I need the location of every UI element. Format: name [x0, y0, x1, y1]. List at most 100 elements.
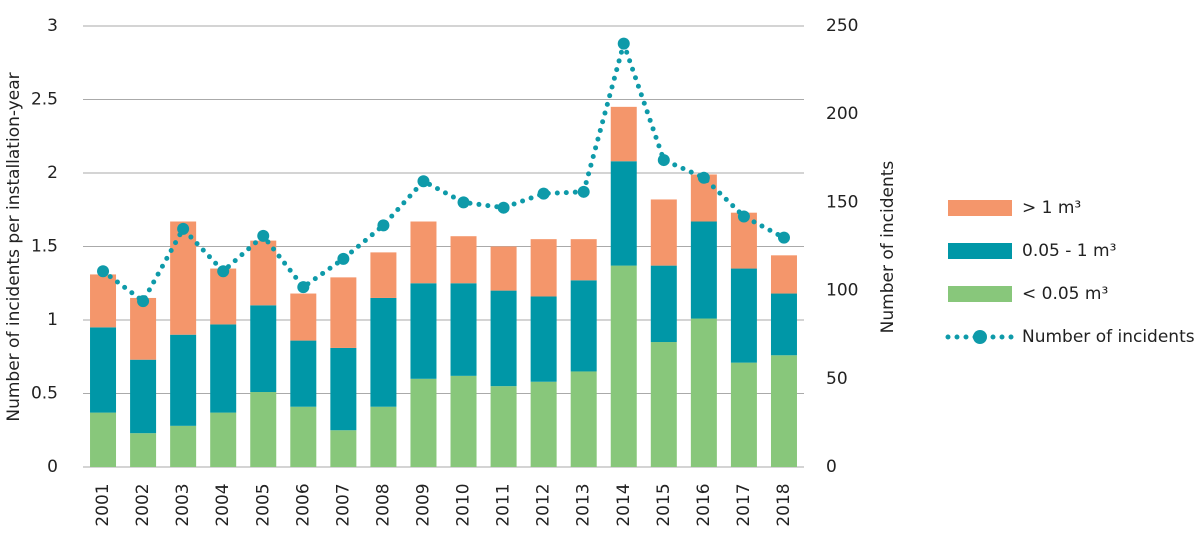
bar-segment — [210, 268, 237, 325]
bar-segment — [570, 239, 597, 281]
legend-label: > 1 m³ — [1022, 198, 1081, 218]
x-tick-label: 2012 — [534, 483, 554, 526]
line-marker — [217, 265, 230, 278]
legend-swatch — [948, 286, 1012, 302]
bar-segment — [90, 412, 117, 467]
bar-segment — [410, 283, 437, 379]
bar-segment — [290, 406, 317, 467]
x-tick-label: 2007 — [333, 483, 353, 526]
x-tick-label: 2005 — [253, 483, 273, 526]
bar-segment — [410, 378, 437, 467]
bar-segment — [250, 240, 277, 306]
line-marker — [577, 185, 590, 198]
bar-segment — [90, 274, 117, 328]
bar-segment — [370, 297, 397, 407]
line-marker — [497, 201, 510, 214]
y-tick-label: 0 — [47, 457, 58, 477]
bar-segment — [450, 236, 477, 284]
y2-tick-label: 100 — [826, 281, 858, 301]
x-tick-label: 2018 — [774, 483, 794, 526]
bar-segment — [370, 252, 397, 298]
y2-tick-label: 50 — [826, 369, 848, 389]
y-tick-label: 3 — [47, 16, 58, 36]
line-marker — [417, 175, 430, 188]
bar-segment — [250, 392, 277, 467]
line-marker — [537, 187, 550, 200]
bar-segment — [490, 386, 517, 467]
bar-segment — [730, 362, 757, 467]
bar-segment — [770, 293, 797, 356]
bar-segment — [610, 106, 637, 162]
line-marker — [297, 281, 310, 294]
line-marker — [177, 222, 190, 235]
y-axis-title: Number of incidents per installation-yea… — [4, 72, 24, 421]
bar-segment — [610, 265, 637, 467]
y2-tick-label: 250 — [826, 16, 858, 36]
line-marker — [777, 231, 790, 244]
x-tick-label: 2011 — [494, 483, 514, 526]
bar-segment — [450, 375, 477, 467]
bar-segment — [90, 327, 117, 413]
line-marker — [737, 210, 750, 223]
y-tick-label: 1.5 — [31, 237, 58, 257]
bar-segment — [490, 290, 517, 387]
x-tick-label: 2015 — [654, 483, 674, 526]
y-tick-label: 2.5 — [31, 90, 58, 110]
bar-segment — [530, 296, 557, 382]
y-tick-label: 0.5 — [31, 384, 58, 404]
bar-segment — [290, 340, 317, 407]
line-marker — [137, 295, 150, 308]
line-marker — [337, 252, 350, 265]
bar-segment — [330, 430, 357, 467]
y2-tick-label: 0 — [826, 457, 837, 477]
bar-segment — [530, 239, 557, 297]
bar-segment — [730, 268, 757, 363]
x-tick-label: 2010 — [454, 483, 474, 526]
bar-segment — [530, 381, 557, 467]
bar-segment — [370, 406, 397, 467]
x-tick-label: 2004 — [213, 483, 233, 526]
y-tick-label: 1 — [47, 310, 58, 330]
bar-segment — [130, 297, 157, 360]
x-tick-label: 2009 — [413, 483, 433, 526]
bar-segment — [290, 293, 317, 341]
y2-tick-label: 200 — [826, 104, 858, 124]
x-tick-label: 2003 — [173, 483, 193, 526]
x-tick-label: 2006 — [293, 483, 313, 526]
bar-segment — [210, 412, 237, 467]
y2-axis-title: Number of incidents — [878, 161, 898, 334]
y2-tick-label: 150 — [826, 192, 858, 212]
x-tick-label: 2008 — [373, 483, 393, 526]
line-marker — [457, 196, 470, 209]
bar-segment — [130, 359, 157, 434]
bar-segment — [650, 199, 677, 266]
legend-label: 0.05 - 1 m³ — [1022, 241, 1116, 261]
bar-segment — [130, 433, 157, 467]
bar-segment — [770, 255, 797, 294]
line — [100, 35, 787, 305]
bar-segment — [650, 265, 677, 343]
bar-segment — [410, 221, 437, 284]
legend-label: Number of incidents — [1022, 327, 1195, 347]
bar-segment — [490, 246, 517, 291]
line-marker — [697, 171, 710, 184]
bar-segment — [170, 425, 197, 467]
line-marker — [257, 229, 270, 242]
bar-segment — [450, 283, 477, 376]
y-tick-label: 2 — [47, 163, 58, 183]
x-tick-label: 2016 — [694, 483, 714, 526]
x-tick-label: 2014 — [614, 483, 634, 526]
line-marker — [657, 154, 670, 167]
x-tick-label: 2013 — [574, 483, 594, 526]
bar-segment — [210, 324, 237, 413]
bar-segment — [690, 318, 717, 467]
bar-segment — [690, 221, 717, 319]
line-marker — [97, 265, 110, 278]
legend-swatch — [948, 243, 1012, 259]
legend-label: < 0.05 m³ — [1022, 284, 1108, 304]
bar-segment — [570, 371, 597, 467]
legend-swatch — [948, 200, 1012, 216]
bar-segment — [330, 347, 357, 431]
bar-segment — [250, 305, 277, 393]
